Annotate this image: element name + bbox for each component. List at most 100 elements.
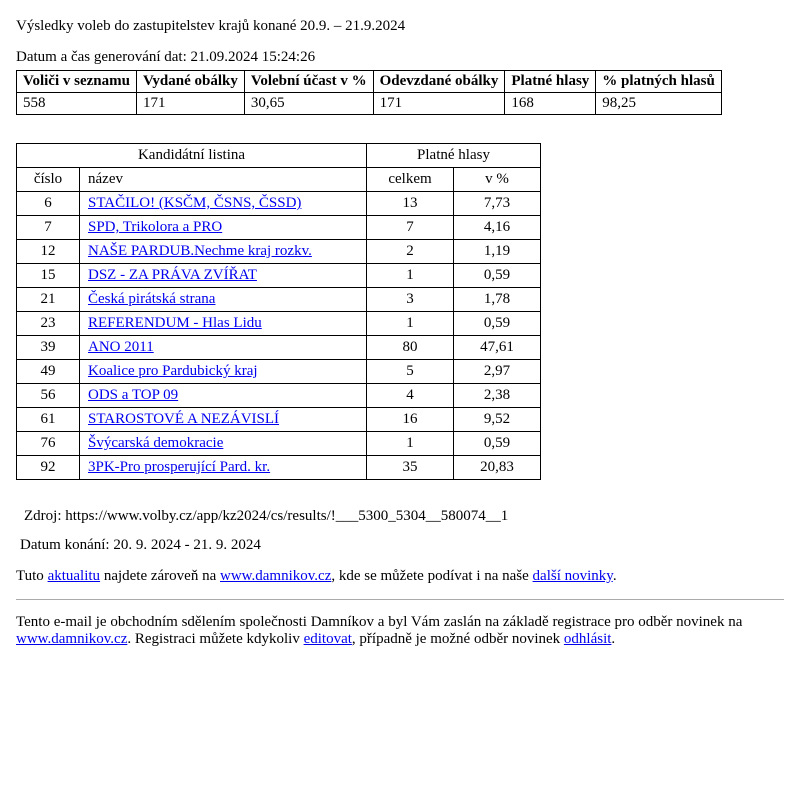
- summary-header-turnout-pct: Volební účast v %: [244, 71, 373, 93]
- row-number: 12: [17, 240, 80, 264]
- row-party-link[interactable]: Česká pirátská strana: [88, 291, 215, 307]
- row-party-link[interactable]: Švýcarská demokracie: [88, 435, 223, 451]
- row-pct: 0,59: [454, 432, 541, 456]
- table-row: 7SPD, Trikolora a PRO74,16: [17, 216, 541, 240]
- row-party-name-cell: 3PK-Pro prosperující Pard. kr.: [80, 456, 367, 480]
- results-table: Kandidátní listina Platné hlasy číslo ná…: [16, 143, 541, 480]
- row-party-link[interactable]: 3PK-Pro prosperující Pard. kr.: [88, 459, 270, 475]
- row-number: 21: [17, 288, 80, 312]
- summary-header-envelopes-issued: Vydané obálky: [136, 71, 244, 93]
- results-header-row-2: číslo název celkem v %: [17, 168, 541, 192]
- footer2-pre: Tento e-mail je obchodním sdělením spole…: [16, 614, 742, 630]
- row-pct: 47,61: [454, 336, 541, 360]
- row-number: 7: [17, 216, 80, 240]
- row-total: 80: [367, 336, 454, 360]
- row-party-link[interactable]: ODS a TOP 09: [88, 387, 178, 403]
- row-total: 16: [367, 408, 454, 432]
- source-text: Zdroj: https://www.volby.cz/app/kz2024/c…: [24, 508, 784, 525]
- row-total: 5: [367, 360, 454, 384]
- row-total: 1: [367, 312, 454, 336]
- results-subheader-name: název: [80, 168, 367, 192]
- table-row: 21 Česká pirátská strana 31,78: [17, 288, 541, 312]
- row-party-name-cell: Švýcarská demokracie: [80, 432, 367, 456]
- footer-note-2: Tento e-mail je obchodním sdělením spole…: [16, 614, 784, 648]
- footer1-link-domain[interactable]: www.damnikov.cz: [220, 568, 331, 584]
- row-pct: 1,19: [454, 240, 541, 264]
- results-header-valid-votes: Platné hlasy: [367, 144, 541, 168]
- row-number: 39: [17, 336, 80, 360]
- row-party-name-cell: DSZ - ZA PRÁVA ZVÍŘAT: [80, 264, 367, 288]
- divider: [16, 599, 784, 600]
- row-party-link[interactable]: STAROSTOVÉ A NEZÁVISLÍ: [88, 411, 279, 427]
- row-party-name-cell: Česká pirátská strana: [80, 288, 367, 312]
- row-total: 1: [367, 264, 454, 288]
- row-total: 7: [367, 216, 454, 240]
- results-subheader-total: celkem: [367, 168, 454, 192]
- row-party-link[interactable]: STAČILO! (KSČM, ČSNS, ČSSD): [88, 195, 301, 211]
- footer2-post: .: [611, 631, 615, 647]
- table-row: 6 STAČILO! (KSČM, ČSNS, ČSSD) 137,73: [17, 192, 541, 216]
- row-number: 49: [17, 360, 80, 384]
- footer1-mid2: , kde se můžete podívat i na naše: [331, 568, 532, 584]
- row-party-link[interactable]: ANO 2011: [88, 339, 154, 355]
- row-number: 92: [17, 456, 80, 480]
- footer2-mid1: . Registraci můžete kdykoliv: [127, 631, 303, 647]
- row-party-link[interactable]: SPD, Trikolora a PRO: [88, 219, 222, 235]
- row-pct: 2,97: [454, 360, 541, 384]
- footer2-link-editovat[interactable]: editovat: [304, 631, 352, 647]
- row-number: 61: [17, 408, 80, 432]
- generated-timestamp: Datum a čas generování dat: 21.09.2024 1…: [16, 49, 784, 66]
- row-total: 3: [367, 288, 454, 312]
- summary-envelopes-returned: 171: [373, 93, 505, 115]
- row-party-name-cell: ODS a TOP 09: [80, 384, 367, 408]
- row-party-name-cell: Koalice pro Pardubický kraj: [80, 360, 367, 384]
- footer1-pre: Tuto: [16, 568, 48, 584]
- row-total: 13: [367, 192, 454, 216]
- results-header-candidate-list: Kandidátní listina: [17, 144, 367, 168]
- footer2-link-domain[interactable]: www.damnikov.cz: [16, 631, 127, 647]
- summary-header-voters: Voliči v seznamu: [17, 71, 137, 93]
- results-header-row-1: Kandidátní listina Platné hlasy: [17, 144, 541, 168]
- row-total: 35: [367, 456, 454, 480]
- row-party-name-cell: SPD, Trikolora a PRO: [80, 216, 367, 240]
- summary-valid-pct: 98,25: [596, 93, 722, 115]
- row-party-link[interactable]: DSZ - ZA PRÁVA ZVÍŘAT: [88, 267, 257, 283]
- summary-header-envelopes-returned: Odevzdané obálky: [373, 71, 505, 93]
- footer1-mid1: najdete zároveň na: [100, 568, 220, 584]
- summary-header-valid-pct: % platných hlasů: [596, 71, 722, 93]
- summary-envelopes-issued: 171: [136, 93, 244, 115]
- footer2-mid2: , případně je možné odběr novinek: [352, 631, 564, 647]
- results-subheader-pct: v %: [454, 168, 541, 192]
- row-pct: 2,38: [454, 384, 541, 408]
- row-pct: 0,59: [454, 264, 541, 288]
- page-title: Výsledky voleb do zastupitelstev krajů k…: [16, 18, 784, 35]
- footer1-link-novinky[interactable]: další novinky: [533, 568, 613, 584]
- date-held: Datum konání: 20. 9. 2024 - 21. 9. 2024: [20, 537, 784, 554]
- row-pct: 1,78: [454, 288, 541, 312]
- footer2-link-odhlasit[interactable]: odhlásit: [564, 631, 612, 647]
- row-number: 6: [17, 192, 80, 216]
- footer1-post: .: [613, 568, 617, 584]
- summary-header-valid-votes: Platné hlasy: [505, 71, 596, 93]
- summary-turnout-pct: 30,65: [244, 93, 373, 115]
- row-total: 4: [367, 384, 454, 408]
- results-subheader-number: číslo: [17, 168, 80, 192]
- row-party-link[interactable]: REFERENDUM - Hlas Lidu: [88, 315, 262, 331]
- row-party-name-cell: STAROSTOVÉ A NEZÁVISLÍ: [80, 408, 367, 432]
- row-party-link[interactable]: Koalice pro Pardubický kraj: [88, 363, 258, 379]
- row-party-name-cell: NAŠE PARDUB.Nechme kraj rozkv.: [80, 240, 367, 264]
- row-party-name-cell: ANO 2011: [80, 336, 367, 360]
- summary-valid-votes: 168: [505, 93, 596, 115]
- row-party-name-cell: REFERENDUM - Hlas Lidu: [80, 312, 367, 336]
- row-party-link[interactable]: NAŠE PARDUB.Nechme kraj rozkv.: [88, 243, 312, 259]
- table-row: 39 ANO 2011 8047,61: [17, 336, 541, 360]
- row-pct: 20,83: [454, 456, 541, 480]
- table-row: 56ODS a TOP 0942,38: [17, 384, 541, 408]
- footer1-link-aktualitu[interactable]: aktualitu: [48, 568, 101, 584]
- table-row: 61 STAROSTOVÉ A NEZÁVISLÍ 169,52: [17, 408, 541, 432]
- summary-table: Voliči v seznamu Vydané obálky Volební ú…: [16, 70, 722, 115]
- row-pct: 7,73: [454, 192, 541, 216]
- row-party-name-cell: STAČILO! (KSČM, ČSNS, ČSSD): [80, 192, 367, 216]
- table-row: 12NAŠE PARDUB.Nechme kraj rozkv.21,19: [17, 240, 541, 264]
- row-pct: 9,52: [454, 408, 541, 432]
